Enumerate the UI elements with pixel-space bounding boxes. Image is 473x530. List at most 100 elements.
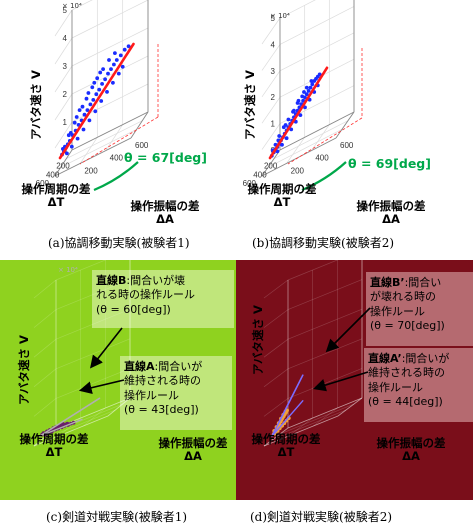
annotation-arrow xyxy=(325,307,371,353)
grid-line xyxy=(261,17,281,45)
annotation-line-b-row-1: 直線B:間合いが壊 xyxy=(96,274,186,287)
grid-line xyxy=(55,249,131,281)
data-point xyxy=(106,71,110,76)
annotation-line-a-prime-title: 直線A’ xyxy=(368,352,402,365)
grid-line xyxy=(83,407,106,427)
grid-line xyxy=(337,397,363,417)
annotation-line-a-row-2: 維持される時の xyxy=(124,374,201,388)
data-point xyxy=(75,136,80,141)
annotation-line-b-prime-row-1: 直線B’:間合い xyxy=(370,276,442,289)
grid-line xyxy=(279,32,355,72)
x-axis-label-amplitude-text: 操作振幅の差 xyxy=(130,199,200,213)
data-point xyxy=(81,127,86,132)
grid-line xyxy=(261,123,281,150)
y-exponent: × 10⁴ xyxy=(270,12,290,20)
y-tick-label: 3 xyxy=(271,67,276,76)
data-point xyxy=(298,113,303,117)
grid-line xyxy=(313,407,338,427)
data-point xyxy=(80,104,85,109)
data-point xyxy=(101,67,105,71)
data-point xyxy=(88,102,93,107)
grid-line xyxy=(288,417,313,437)
grid-line xyxy=(107,397,131,417)
theta-arc xyxy=(93,161,139,192)
grid-line xyxy=(263,368,289,388)
annotation-line-a-title: 直線A xyxy=(124,360,155,373)
grid-line xyxy=(55,338,131,370)
t-tick-label: 600 xyxy=(36,179,50,188)
grid-line xyxy=(267,129,343,168)
grid-line xyxy=(263,338,289,358)
y-tick-label: 3 xyxy=(63,62,68,71)
annotation-line-a-prime: 直線A’:間合いが 維持される時の 操作ルール (θ = 44[deg]) xyxy=(368,352,449,409)
data-point xyxy=(91,98,96,102)
x-axis-label-amplitude: 操作振幅の差 ΔA xyxy=(336,199,446,226)
data-point xyxy=(286,117,291,122)
annotation-line-a-prime-row-4: (θ = 44[deg]) xyxy=(368,394,443,408)
data-point xyxy=(283,123,288,127)
x-axis-label-period-sym: ΔT xyxy=(47,195,65,210)
t-tick-label: 400 xyxy=(253,170,267,179)
a-tick-label: 400 xyxy=(110,154,124,163)
annotation-pane xyxy=(120,356,232,430)
x-axis-label-period-sym: ΔT xyxy=(45,445,63,460)
data-point xyxy=(103,77,107,82)
data-point xyxy=(120,64,125,69)
y-tick-label: 2 xyxy=(271,93,276,102)
theta-label: θ = 67[deg] xyxy=(124,150,207,165)
data-point xyxy=(289,127,294,132)
grid-line xyxy=(287,308,363,340)
a-tick-label: 400 xyxy=(315,154,329,163)
axis-line xyxy=(54,137,132,177)
data-point xyxy=(97,87,102,92)
data-point xyxy=(122,47,127,52)
scatter-plot-d xyxy=(236,249,473,500)
grid-line xyxy=(33,279,57,299)
annotation-line-b-prime-row-4: (θ = 70[deg]) xyxy=(370,318,445,332)
grid-line xyxy=(263,427,289,447)
data-point xyxy=(304,85,309,90)
grid-line xyxy=(271,409,347,441)
data-point xyxy=(296,98,301,103)
annotation-line-a: 直線A:間合いが 維持される時の 操作ルール (θ = 43[deg]) xyxy=(124,360,202,417)
grid-line xyxy=(311,124,330,151)
a-tick-label: 200 xyxy=(84,166,98,175)
x-axis-label-period: 操作周期の差 ΔT xyxy=(4,432,104,460)
grid-line xyxy=(279,403,355,435)
grid-line xyxy=(55,308,131,340)
grid-line xyxy=(279,0,316,19)
annotation-arrow xyxy=(90,327,123,369)
data-point xyxy=(72,120,77,125)
fit-line-secondary xyxy=(39,418,83,437)
annotation-arrow xyxy=(78,379,125,395)
annotation-line-b: 直線B:間合いが壊 れる時の操作ルール (θ = 60[deg]) xyxy=(96,274,195,317)
x-axis-label-amplitude-text: 操作振幅の差 xyxy=(356,199,426,213)
data-point xyxy=(300,94,305,99)
axis-line xyxy=(287,397,363,429)
data-point xyxy=(284,136,289,141)
chart-panel-d: アバタ速さ V 直線B’:間合い が壊れる時の 操作ルール (θ = 70[de… xyxy=(236,249,473,530)
grid-line xyxy=(33,368,57,388)
y-exponent: × 10⁴ xyxy=(58,266,78,274)
grid-line xyxy=(55,279,131,310)
axis-line xyxy=(107,397,131,417)
annotation-line-a-row-3: 操作ルール xyxy=(124,388,179,402)
y-tick-label: 1 xyxy=(271,120,276,129)
y-exponent: × 10⁴ xyxy=(62,2,82,10)
x-axis-label-period: 操作周期の差 ΔT xyxy=(236,432,336,459)
fit-line xyxy=(39,397,101,437)
data-point xyxy=(99,99,104,103)
grid-line xyxy=(55,368,131,399)
axis-line xyxy=(261,149,281,177)
y-axis-label: アバタ速さ V xyxy=(17,335,31,405)
data-point xyxy=(87,118,92,123)
data-point xyxy=(98,70,103,75)
data-point xyxy=(77,108,82,112)
grid-line xyxy=(263,398,289,417)
data-point xyxy=(107,58,111,62)
annotation-line-a-row-1: 直線A:間合いが xyxy=(124,360,203,373)
axis-line xyxy=(54,149,73,177)
annotation-line-a-row-4: (θ = 43[deg]) xyxy=(124,402,199,416)
chart-panel-c: × 10⁴ アバタ速さ V 直線B:間合いが壊 れる時の操作ルール (θ = 6… xyxy=(0,249,236,530)
grid-line xyxy=(33,398,57,417)
